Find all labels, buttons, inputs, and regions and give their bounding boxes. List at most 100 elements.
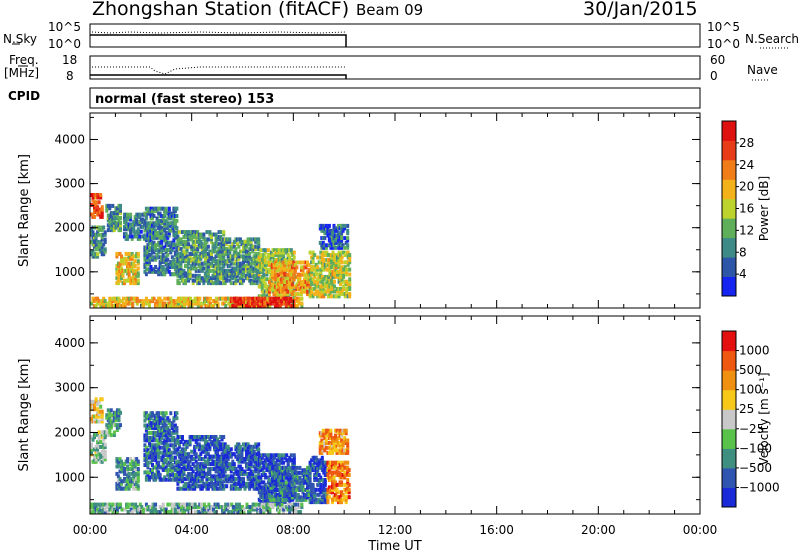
echo-cell xyxy=(245,273,248,278)
echo-cell xyxy=(306,292,309,297)
echo-cell xyxy=(287,301,291,306)
echo-cell xyxy=(293,292,297,297)
echo-cell xyxy=(163,301,167,306)
echo-cell xyxy=(152,243,156,248)
echo-cell xyxy=(93,205,96,210)
echo-cell xyxy=(240,242,244,247)
echo-cell xyxy=(181,467,184,471)
echo-cell xyxy=(91,230,95,235)
echo-cell xyxy=(340,236,344,241)
echo-cell xyxy=(177,479,181,484)
echo-cell xyxy=(115,301,119,306)
echo-cell xyxy=(167,428,171,433)
echo-cell xyxy=(154,455,158,460)
echo-cell xyxy=(158,445,162,450)
echo-cell xyxy=(292,463,296,468)
echo-cell xyxy=(135,281,139,286)
echo-cell xyxy=(170,435,174,440)
echo-cell xyxy=(160,430,164,435)
echo-cell xyxy=(323,284,327,289)
echo-cell xyxy=(346,443,350,448)
echo-cell xyxy=(96,240,100,244)
echo-cell xyxy=(157,413,161,418)
echo-cell xyxy=(249,261,253,266)
echo-cell xyxy=(254,454,258,459)
echo-cell xyxy=(136,227,140,232)
echo-cell xyxy=(215,299,218,304)
echo-cell xyxy=(138,502,142,507)
echo-cell xyxy=(196,278,200,283)
echo-cell xyxy=(172,475,176,480)
echo-cell xyxy=(130,256,134,261)
echo-cell xyxy=(323,250,327,255)
echo-cell xyxy=(269,460,273,465)
echo-cell xyxy=(223,447,227,452)
echo-cell xyxy=(240,273,244,278)
echo-cell xyxy=(292,272,296,277)
echo-cell xyxy=(337,223,341,228)
echo-cell xyxy=(323,228,327,233)
echo-cell xyxy=(115,502,119,507)
echo-cell xyxy=(341,450,345,455)
echo-cell xyxy=(291,279,295,284)
echo-cell xyxy=(229,281,233,286)
echo-cell xyxy=(166,416,170,421)
echo-cell xyxy=(100,414,104,419)
echo-cell xyxy=(287,282,291,287)
echo-cell xyxy=(314,475,318,480)
echo-cell xyxy=(146,470,150,475)
echo-cell xyxy=(242,479,245,484)
echo-cell xyxy=(275,284,279,289)
echo-cell xyxy=(202,266,206,271)
echo-cell xyxy=(167,243,171,248)
echo-cell xyxy=(214,261,218,266)
echo-cell xyxy=(237,266,241,271)
echo-cell xyxy=(337,238,341,243)
echo-cell xyxy=(161,502,165,507)
colorbar-tick-label: 20 xyxy=(739,180,754,194)
echo-cell xyxy=(158,235,162,240)
echo-cell xyxy=(129,227,133,232)
echo-cell xyxy=(152,418,156,423)
echo-cell xyxy=(240,239,244,244)
echo-cell xyxy=(164,440,168,445)
echo-cell xyxy=(263,299,267,304)
echo-cell xyxy=(103,237,107,242)
echo-cell xyxy=(161,455,165,460)
echo-cell xyxy=(231,276,235,281)
echo-cell xyxy=(133,264,137,269)
echo-cell xyxy=(99,440,103,445)
echo-cell xyxy=(163,228,167,233)
echo-cell xyxy=(214,484,218,489)
echo-cell xyxy=(299,495,303,500)
echo-cell xyxy=(112,433,116,437)
echo-cell xyxy=(251,301,255,306)
echo-cell xyxy=(281,497,285,502)
echo-cell xyxy=(136,476,140,481)
echo-cell xyxy=(152,433,156,438)
echo-cell xyxy=(188,268,192,273)
nsky-panel xyxy=(12,23,790,49)
echo-cell xyxy=(229,486,233,491)
echo-cell xyxy=(96,301,100,306)
echo-cell xyxy=(335,236,339,241)
echo-cell xyxy=(177,462,181,467)
echo-cell xyxy=(152,475,156,480)
echo-cell xyxy=(336,294,339,299)
echo-cell xyxy=(94,459,98,464)
echo-cell xyxy=(257,304,261,308)
echo-cell xyxy=(208,462,212,467)
echo-cell xyxy=(164,243,168,248)
echo-cell xyxy=(317,284,321,289)
echo-cell xyxy=(202,444,206,449)
echo-cell xyxy=(120,299,124,304)
echo-cell xyxy=(214,462,218,467)
echo-cell xyxy=(292,460,296,465)
echo-cell xyxy=(97,299,101,304)
echo-cell xyxy=(127,261,131,266)
echo-cell xyxy=(190,237,194,242)
echo-cell xyxy=(237,474,241,479)
echo-cell xyxy=(163,226,167,231)
echo-cell xyxy=(326,226,330,231)
echo-cell xyxy=(237,452,241,457)
